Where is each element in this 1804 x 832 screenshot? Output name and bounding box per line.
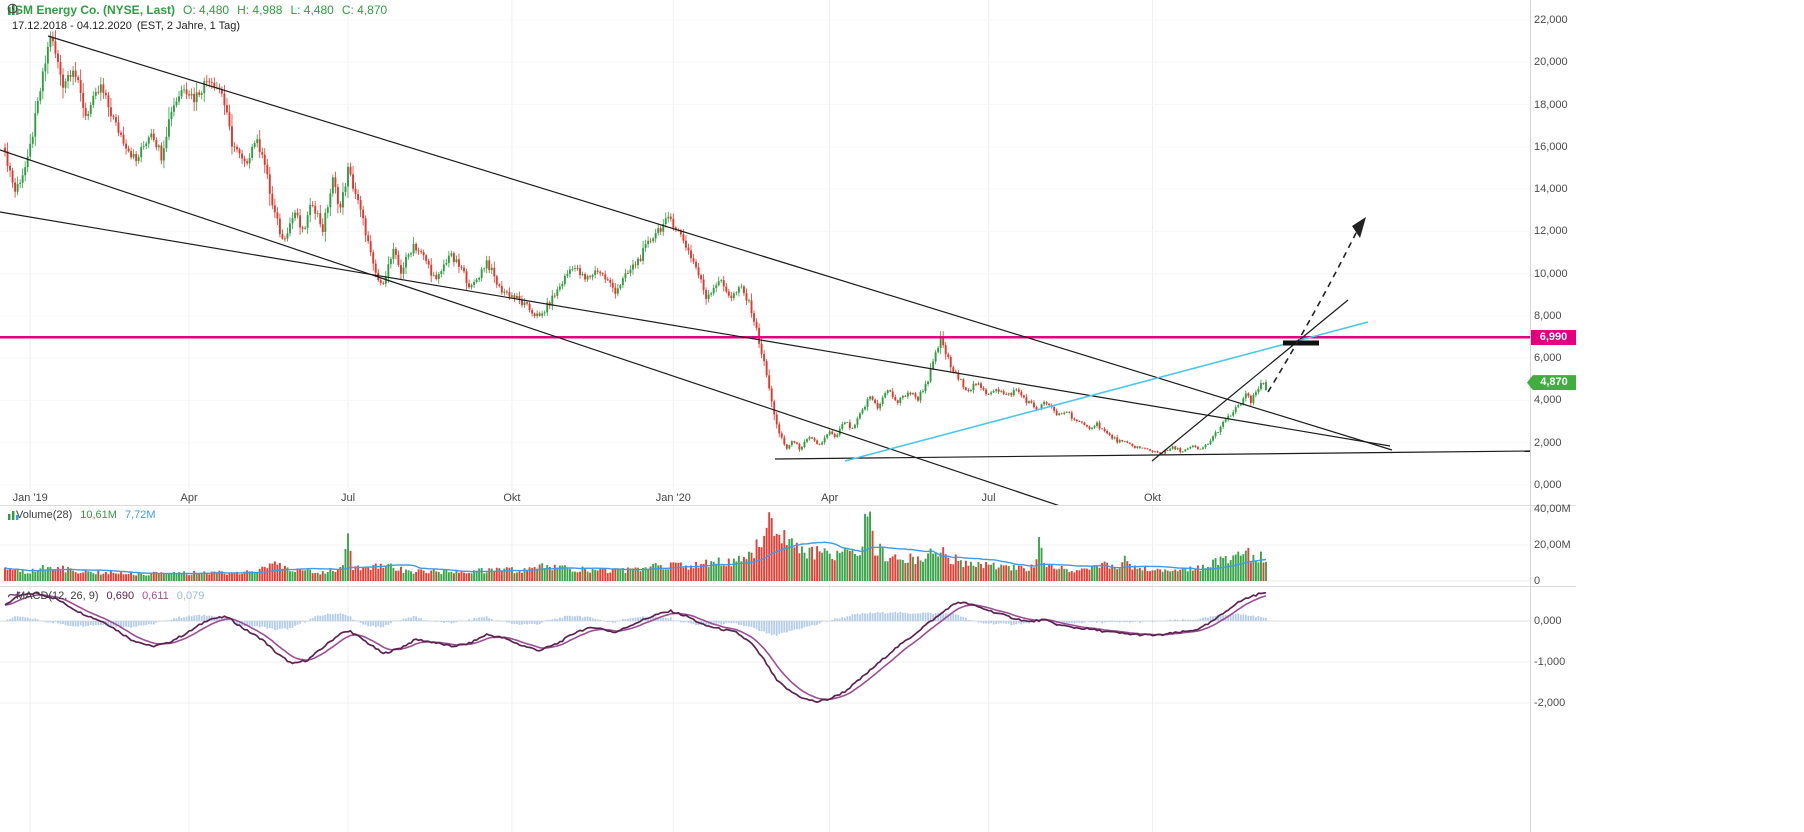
price-axis-border (1530, 0, 1531, 832)
macd-line (4, 591, 1267, 703)
macd-histogram (4, 611, 1267, 636)
time-axis-label[interactable]: Jan '19 (12, 492, 48, 504)
instrument-title: SM Energy Co. (NYSE, Last) (15, 3, 176, 17)
macd-value: 0,690 (106, 590, 135, 602)
chart-drawings[interactable] (0, 35, 1530, 506)
time-axis-label[interactable]: Okt (503, 492, 521, 504)
price-axis-label[interactable]: 0,000 (1534, 479, 1562, 491)
price-gridlines (0, 0, 1530, 490)
price-axis-label[interactable]: 4,000 (1534, 394, 1562, 407)
price-axis-label[interactable]: 10,000 (1534, 267, 1568, 280)
ohlc-high: H: 4,988 (237, 3, 283, 17)
trend-line[interactable] (47, 35, 1393, 451)
ohlc-open: O: 4,480 (183, 3, 230, 17)
volume-bars[interactable] (4, 511, 1267, 581)
projection-arrow-head (1352, 217, 1366, 238)
volume-current-value: 10,61M (80, 509, 117, 521)
last-price-tag: 4,870 (1527, 375, 1576, 391)
price-axis-label[interactable]: 12,000 (1534, 225, 1568, 238)
panel-separator (0, 505, 1576, 506)
ohlc-low: L: 4,480 (290, 3, 334, 17)
price-axis-label[interactable]: 22,000 (1534, 14, 1568, 26)
volume-ma-value: 7,72M (124, 509, 156, 521)
volume-axis-label[interactable]: 40,00M (1534, 503, 1571, 515)
trend-line[interactable] (0, 149, 1078, 506)
trend-line[interactable] (1151, 299, 1349, 462)
volume-legend[interactable]: Volume(28) 10,61M 7,72M (8, 509, 156, 521)
price-chart-panel[interactable] (0, 0, 1530, 506)
panel-separator (0, 586, 1576, 587)
macd-axis-label[interactable]: -1,000 (1534, 656, 1566, 668)
price-axis-label[interactable]: 8,000 (1534, 309, 1562, 322)
time-axis-label[interactable]: Jul (340, 492, 356, 504)
date-range: 17.12.2018 - 04.12.2020 (12, 20, 132, 32)
price-axis-label[interactable]: 16,000 (1534, 140, 1568, 153)
volume-ma-line (4, 541, 1267, 575)
time-axis-label[interactable]: Okt (1143, 492, 1162, 504)
macd-legend[interactable]: MACD(12, 26, 9) 0,690 0,611 0,079 (8, 590, 204, 602)
resistance-price-tag[interactable]: 6,990 (1531, 330, 1576, 346)
macd-signal-value: 0,611 (142, 590, 169, 602)
volume-panel[interactable] (0, 506, 1530, 587)
volume-legend-label: Volume(28) (16, 509, 73, 521)
macd-histogram-value: 0,079 (176, 590, 205, 602)
time-axis-label[interactable]: Jan '20 (655, 492, 691, 504)
time-axis-label[interactable]: Apr (180, 492, 198, 504)
trend-line[interactable] (0, 211, 1391, 447)
macd-axis-label[interactable]: -2,000 (1534, 697, 1566, 709)
chart-header: SM Energy Co. (NYSE, Last) O: 4,480 H: 4… (7, 3, 387, 32)
volume-axis-label[interactable]: 20,00M (1534, 539, 1571, 551)
macd-signal-line (4, 594, 1267, 701)
ohlc-close: C: 4,870 (341, 3, 388, 17)
date-range-detail: (EST, 2 Jahre, 1 Tag) (136, 20, 241, 32)
projection-arrow[interactable] (1267, 220, 1363, 393)
trend-line[interactable] (774, 450, 1530, 460)
macd-legend-label: MACD(12, 26, 9) (16, 590, 99, 602)
cyan-support-line[interactable] (844, 321, 1369, 462)
macd-axis-label[interactable]: 0,000 (1534, 615, 1562, 627)
price-axis-label[interactable]: 18,000 (1534, 98, 1568, 111)
volume-axis-label[interactable]: 0 (1534, 575, 1541, 587)
candles[interactable] (4, 30, 1267, 455)
macd-panel[interactable] (0, 587, 1530, 832)
price-axis-label[interactable]: 14,000 (1534, 183, 1568, 196)
price-axis-label[interactable]: 20,000 (1534, 56, 1568, 69)
price-axis-label[interactable]: 2,000 (1534, 436, 1562, 449)
price-axis-label[interactable]: 6,000 (1534, 352, 1562, 365)
time-axis-label[interactable]: Jul (981, 492, 996, 504)
time-axis-label[interactable]: Apr (821, 492, 839, 504)
